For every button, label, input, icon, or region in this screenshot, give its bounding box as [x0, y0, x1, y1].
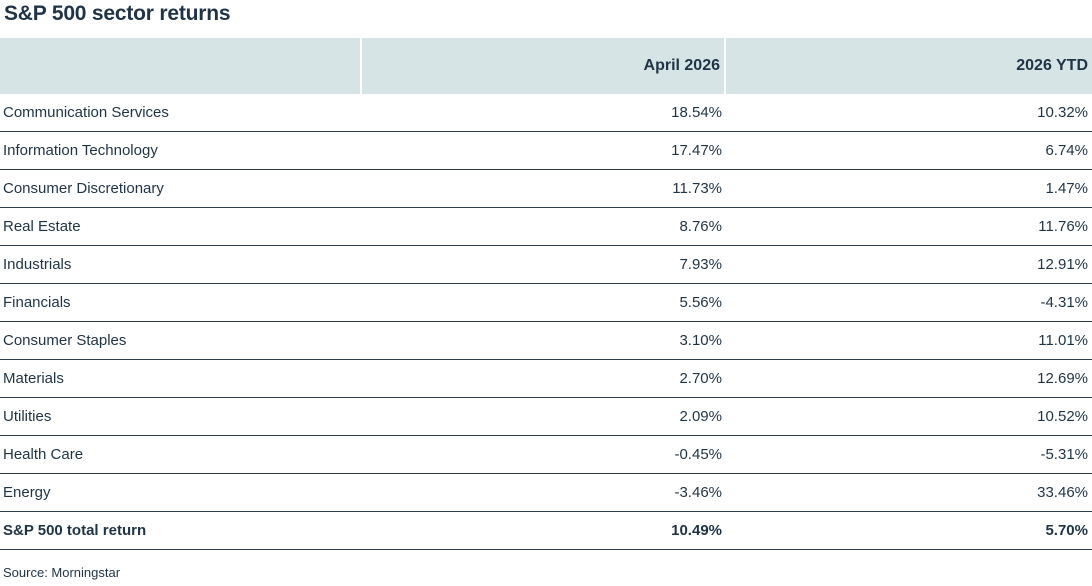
- source-note: Source: Morningstar: [3, 565, 121, 580]
- april-2026-cell: 5.56%: [362, 284, 726, 322]
- april-2026-cell: 18.54%: [362, 94, 726, 132]
- sector-cell: Consumer Staples: [0, 322, 362, 360]
- ytd-2026-cell: 33.46%: [726, 474, 1092, 512]
- sector-cell: Energy: [0, 474, 362, 512]
- sector-cell: Materials: [0, 360, 362, 398]
- sector-cell: Communication Services: [0, 94, 362, 132]
- sector-cell: Financials: [0, 284, 362, 322]
- table-row: Financials 5.56% -4.31%: [0, 284, 1092, 322]
- ytd-2026-cell: 11.01%: [726, 322, 1092, 360]
- april-2026-cell: 17.47%: [362, 132, 726, 170]
- ytd-2026-cell: 1.47%: [726, 170, 1092, 208]
- sector-cell: Utilities: [0, 398, 362, 436]
- sector-cell: Industrials: [0, 246, 362, 284]
- ytd-2026-cell: -5.31%: [726, 436, 1092, 474]
- ytd-2026-cell: 11.76%: [726, 208, 1092, 246]
- column-header-sector: [0, 38, 362, 94]
- ytd-2026-cell: 12.69%: [726, 360, 1092, 398]
- column-header-april-2026: April 2026: [362, 38, 726, 94]
- table-body: Communication Services 18.54% 10.32% Inform…: [0, 94, 1092, 550]
- table-row: Consumer Discretionary 11.73% 1.47%: [0, 170, 1092, 208]
- sector-returns-table: April 2026 2026 YTD Communication Servic…: [0, 38, 1092, 550]
- table-row: Energy -3.46% 33.46%: [0, 474, 1092, 512]
- table-row: Real Estate 8.76% 11.76%: [0, 208, 1092, 246]
- april-2026-cell: 10.49%: [362, 512, 726, 550]
- sector-cell: Real Estate: [0, 208, 362, 246]
- table-row: Materials 2.70% 12.69%: [0, 360, 1092, 398]
- april-2026-cell: 2.09%: [362, 398, 726, 436]
- table-row: Industrials 7.93% 12.91%: [0, 246, 1092, 284]
- table-row-total: S&P 500 total return 10.49% 5.70%: [0, 512, 1092, 550]
- april-2026-cell: 8.76%: [362, 208, 726, 246]
- table-row: Communication Services 18.54% 10.32%: [0, 94, 1092, 132]
- ytd-2026-cell: 10.52%: [726, 398, 1092, 436]
- ytd-2026-cell: 12.91%: [726, 246, 1092, 284]
- april-2026-cell: -3.46%: [362, 474, 726, 512]
- table-row: Health Care -0.45% -5.31%: [0, 436, 1092, 474]
- chart-title: S&P 500 sector returns: [4, 2, 231, 25]
- april-2026-cell: 11.73%: [362, 170, 726, 208]
- ytd-2026-cell: -4.31%: [726, 284, 1092, 322]
- table-header-row: April 2026 2026 YTD: [0, 38, 1092, 94]
- ytd-2026-cell: 5.70%: [726, 512, 1092, 550]
- april-2026-cell: 3.10%: [362, 322, 726, 360]
- table-row: Consumer Staples 3.10% 11.01%: [0, 322, 1092, 360]
- table-row: Information Technology 17.47% 6.74%: [0, 132, 1092, 170]
- table-row: Utilities 2.09% 10.52%: [0, 398, 1092, 436]
- sector-cell: S&P 500 total return: [0, 512, 362, 550]
- april-2026-cell: 7.93%: [362, 246, 726, 284]
- ytd-2026-cell: 10.32%: [726, 94, 1092, 132]
- ytd-2026-cell: 6.74%: [726, 132, 1092, 170]
- april-2026-cell: -0.45%: [362, 436, 726, 474]
- sector-cell: Consumer Discretionary: [0, 170, 362, 208]
- sector-cell: Information Technology: [0, 132, 362, 170]
- column-header-2026-ytd: 2026 YTD: [726, 38, 1092, 94]
- april-2026-cell: 2.70%: [362, 360, 726, 398]
- sector-cell: Health Care: [0, 436, 362, 474]
